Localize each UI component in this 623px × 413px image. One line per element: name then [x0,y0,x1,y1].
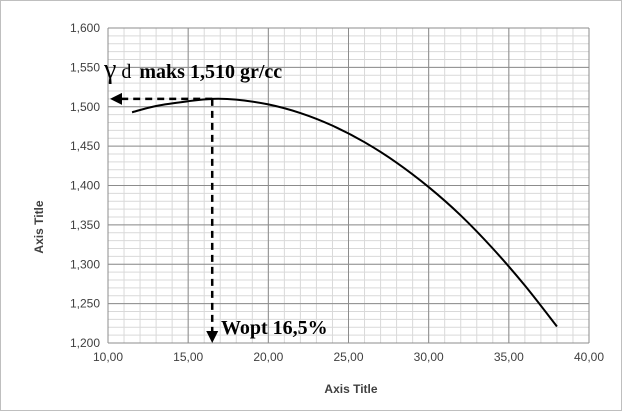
y-tick-label: 1,350 [70,218,100,232]
x-tick-label: 20,00 [253,350,283,364]
x-tick-label: 10,00 [93,350,123,364]
y-tick-label: 1,400 [70,179,100,193]
y-tick-label: 1,550 [70,60,100,74]
y-tick-label: 1,500 [70,100,100,114]
x-axis-title: Axis Title [324,382,377,396]
gamma-subscript: d [121,61,131,83]
y-tick-label: 1,200 [70,336,100,350]
y-tick-label: 1,600 [70,21,100,35]
y-tick-label: 1,450 [70,139,100,153]
y-tick-label: 1,250 [70,297,100,311]
x-tick-label: 40,00 [574,350,604,364]
max-density-annotation: γ d maks 1,510 gr/cc [103,54,282,85]
gamma-symbol: γ [103,54,116,85]
annotation-arrows [110,92,219,343]
x-tick-label: 15,00 [173,350,203,364]
down-arrowhead [206,331,219,343]
y-axis-title: Axis Title [32,200,46,253]
max-density-label: maks 1,510 gr/cc [139,61,282,83]
x-tick-label: 35,00 [494,350,524,364]
left-arrowhead [110,92,122,105]
x-tick-label: 25,00 [333,350,363,364]
x-tick-label: 30,00 [414,350,444,364]
optimum-water-annotation: Wopt 16,5% [221,317,328,339]
tick-labels: 10,00 15,00 20,00 25,00 30,00 35,00 40,00 1,200… [70,21,604,364]
y-tick-label: 1,300 [70,257,100,271]
series-line [131,97,558,328]
major-gridlines [107,27,590,344]
